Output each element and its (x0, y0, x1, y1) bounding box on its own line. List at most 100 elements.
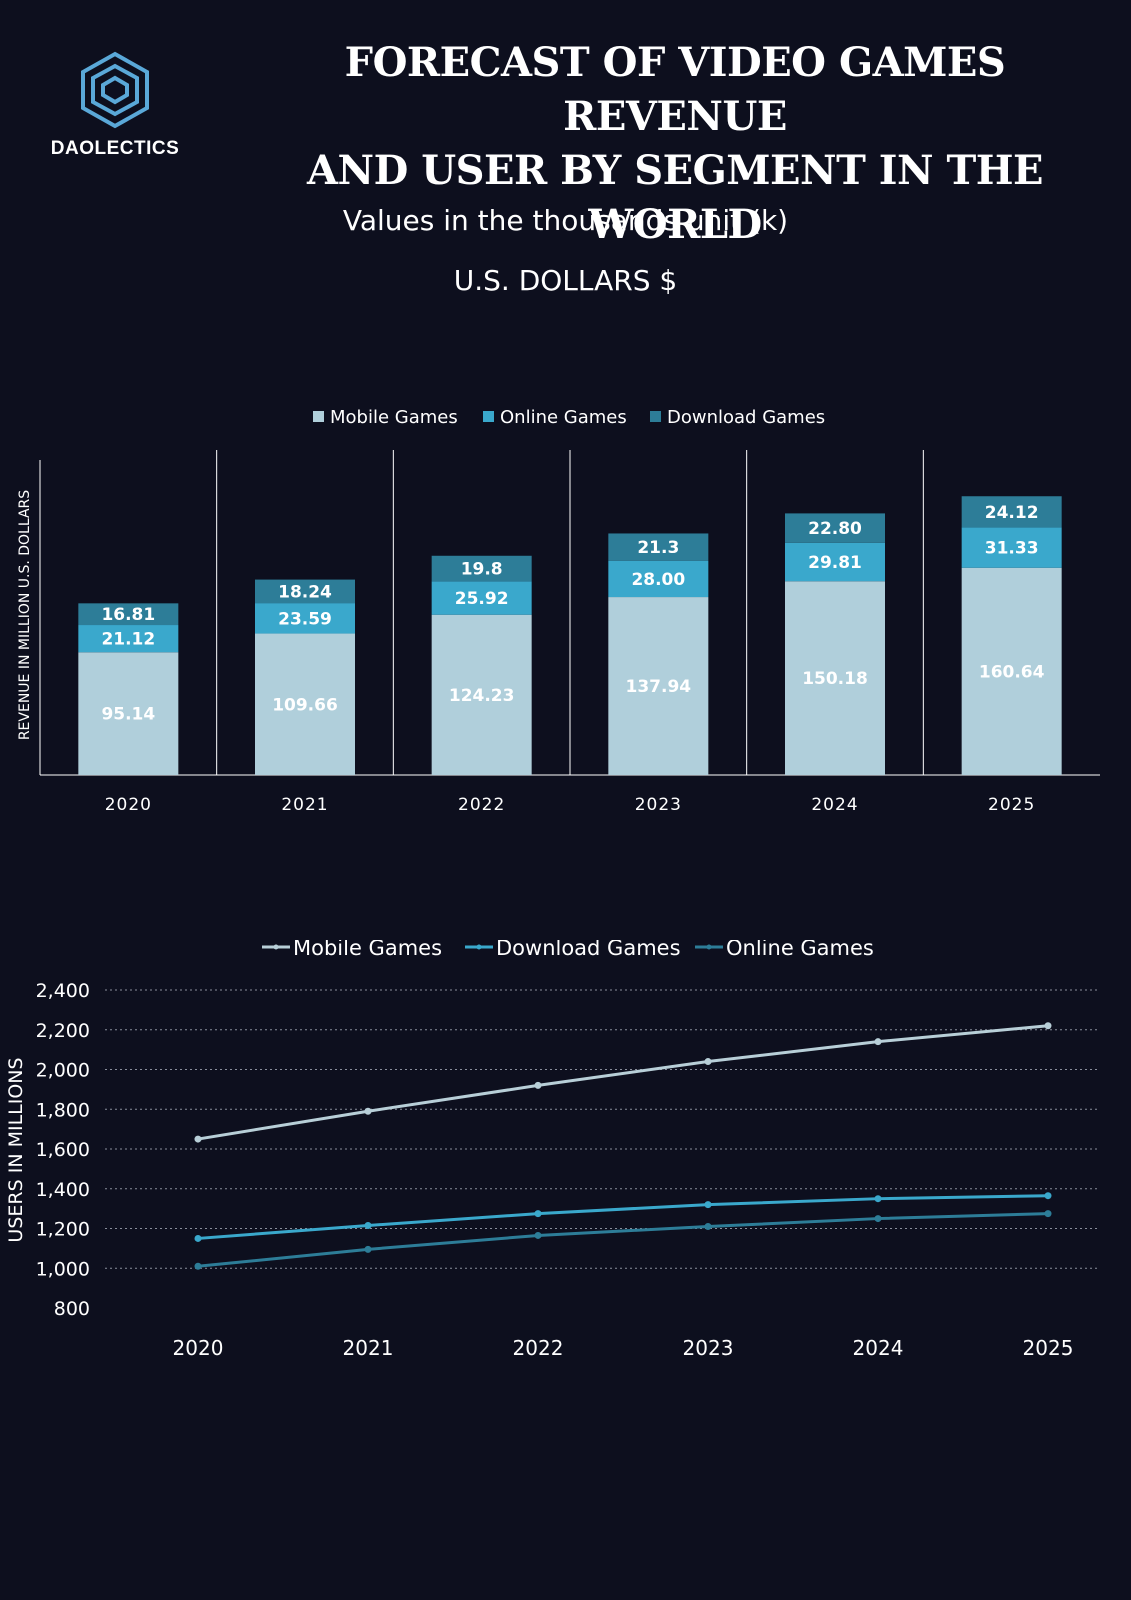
bar-segment (608, 560, 709, 598)
y-tick-label: 2,200 (36, 1020, 90, 1042)
y-axis-label: REVENUE IN MILLION U.S. DOLLARS (17, 490, 33, 740)
bar-segment (785, 581, 885, 775)
bar-segment (961, 567, 1062, 775)
data-point (874, 1195, 882, 1203)
data-point (534, 1210, 542, 1218)
users-line-chart: Mobile Games Download Games Online Games US… (5, 940, 1100, 1360)
x-tick-label: 2024 (811, 795, 858, 815)
layered-hexagon-icon (81, 51, 149, 129)
bar-segment (431, 555, 532, 582)
brand-logo: DAOLECTICS (40, 50, 190, 170)
bar-segment (785, 542, 885, 582)
legend-label: Download Games (496, 940, 681, 960)
data-point (704, 1058, 712, 1066)
legend-label: Mobile Games (330, 407, 458, 428)
y-tick-label: 1,600 (36, 1139, 90, 1161)
x-tick-label: 2024 (853, 1336, 904, 1360)
data-label: 28.00 (631, 570, 685, 590)
bar-segment (255, 603, 355, 634)
x-tick-label: 2022 (458, 795, 505, 815)
data-label: 25.92 (455, 589, 509, 609)
data-label: 16.81 (101, 605, 155, 625)
legend-marker (706, 944, 712, 950)
x-tick-label: 2021 (281, 795, 328, 815)
page-title: FORECAST OF VIDEO GAMES REVENUE AND USER… (240, 36, 1110, 252)
data-point (194, 1234, 202, 1242)
y-tick-label: 1,800 (36, 1099, 90, 1121)
x-tick-label: 2023 (635, 795, 682, 815)
data-label: 124.23 (449, 686, 515, 706)
bar-segment (961, 527, 1062, 568)
legend-label: Download Games (667, 407, 825, 428)
legend-label: Online Games (500, 407, 627, 428)
bar-segment (431, 581, 532, 615)
data-point (534, 1081, 542, 1089)
bar-segment (78, 652, 179, 775)
currency-subtitle: U.S. DOLLARS $ (453, 264, 678, 297)
series-line (197, 1212, 1049, 1268)
revenue-stacked-bar-chart: Mobile Games Online Games Download Games RE… (17, 407, 1100, 815)
y-axis-label: USERS IN MILLIONS (5, 1057, 27, 1242)
data-point (534, 1231, 542, 1239)
x-tick-label: 2021 (343, 1336, 394, 1360)
data-label: 24.12 (985, 503, 1039, 523)
data-point (704, 1223, 712, 1231)
bar-segment (608, 597, 709, 775)
data-point (194, 1262, 202, 1270)
data-point (704, 1201, 712, 1209)
x-tick-label: 2020 (173, 1336, 224, 1360)
units-subtitle: Values in the thousands unit (k) (342, 204, 789, 237)
legend-label: Online Games (726, 940, 874, 960)
x-tick-label: 2022 (513, 1336, 564, 1360)
y-tick-label: 1,400 (36, 1179, 90, 1201)
data-label: 150.18 (802, 669, 868, 689)
data-point (1044, 1192, 1052, 1200)
legend-marker (476, 944, 482, 950)
bar-segment (255, 579, 355, 604)
data-point (364, 1222, 372, 1230)
bar-segment (608, 533, 709, 561)
title-line-2: AND USER BY SEGMENT IN THE WORLD (306, 147, 1044, 248)
x-tick-label: 2023 (683, 1336, 734, 1360)
data-point (1044, 1210, 1052, 1218)
y-tick-label: 2,400 (36, 980, 90, 1002)
bar-segment (78, 625, 179, 653)
data-point (874, 1038, 882, 1046)
legend-marker (273, 944, 279, 950)
data-label: 21.12 (101, 630, 155, 650)
data-point (364, 1245, 372, 1253)
title-line-1: FORECAST OF VIDEO GAMES REVENUE (344, 39, 1006, 140)
brand-name: DAOLECTICS (50, 138, 180, 159)
x-tick-label: 2025 (988, 795, 1035, 815)
data-label: 95.14 (101, 705, 155, 725)
data-point (194, 1135, 202, 1143)
data-label: 137.94 (626, 677, 692, 697)
bar-segment (431, 614, 532, 775)
bar-segment (785, 513, 885, 543)
legend-label: Mobile Games (293, 940, 442, 960)
data-point (1044, 1022, 1052, 1030)
data-point (874, 1215, 882, 1223)
legend-swatch (313, 411, 324, 422)
bar-segment (255, 633, 355, 775)
legend-swatch (650, 411, 661, 422)
y-tick-label: 1,200 (36, 1219, 90, 1241)
data-point (364, 1107, 372, 1115)
data-label: 21.3 (637, 538, 679, 558)
series-line (197, 1024, 1049, 1141)
y-tick-label: 2,000 (36, 1060, 90, 1082)
x-tick-label: 2020 (105, 795, 152, 815)
y-tick-label: 800 (54, 1298, 90, 1320)
bar-segment (961, 496, 1062, 528)
data-label: 18.24 (278, 582, 332, 602)
data-label: 19.8 (461, 560, 503, 580)
data-label: 160.64 (979, 662, 1045, 682)
y-tick-label: 1,000 (36, 1258, 90, 1280)
bar-segment (78, 603, 179, 626)
series-line (197, 1194, 1049, 1240)
data-label: 29.81 (808, 553, 862, 573)
data-label: 23.59 (278, 609, 332, 629)
data-label: 109.66 (272, 695, 338, 715)
data-label: 31.33 (985, 539, 1039, 559)
x-tick-label: 2025 (1023, 1336, 1074, 1360)
